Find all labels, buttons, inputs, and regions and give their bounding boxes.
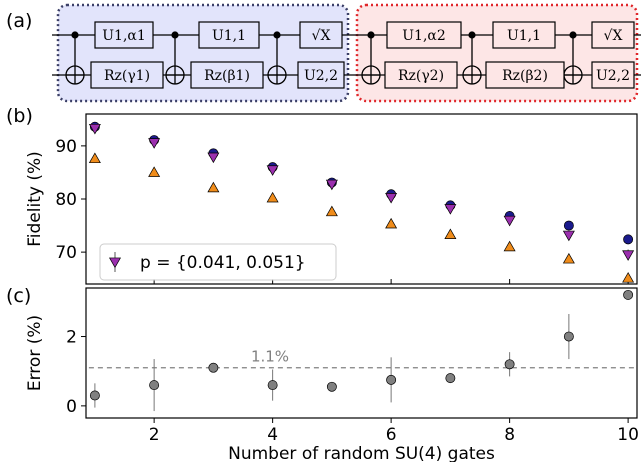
gate-bottom-1-3-box [297,61,345,89]
x-axis-label: Number of random SU(4) gates [228,444,495,462]
data-point-b-series2 [622,272,635,283]
gate-top-1-3-label: √X [312,28,331,44]
data-point-c [563,331,574,342]
y-tick-label-c: 2 [66,328,77,348]
y-tick-label-b: 90 [55,137,77,157]
data-point-b-series2 [207,181,220,193]
data-point-b-series0 [623,234,634,245]
gate-top-2-2-box [492,21,556,49]
gate-bottom-1-2-box [190,61,264,89]
data-point-c [89,390,100,401]
data-point-b-series1 [88,123,101,135]
x-tick-label-c: 2 [149,425,160,445]
data-point-b-series2 [385,217,398,229]
fidelity-plot: 70 80 90 Fidelity (%) p = {0.041, 0.051} [25,113,638,285]
x-tick-label-c: 8 [504,425,515,445]
data-point-c [326,381,337,392]
data-point-b-series2 [325,205,338,217]
data-point-c [149,380,160,391]
gate-top-2-1-box [386,21,462,49]
gate-top-1-2-box [198,21,260,49]
data-point-b-series2 [444,228,457,239]
gate-bottom-1-3-label: U2,2 [304,68,338,84]
circuit-diagram: U1,α1 U1,1 √X Rz(γ1) Rz(β1) U2,2 U1,α2 U1,1 √X Rz… [52,3,641,103]
gate-bottom-1-2-label: Rz(β1) [204,68,250,84]
cnot-control-dot [468,31,476,39]
plot-frame-c [85,287,638,419]
x-tick-label-c: 10 [617,425,639,445]
legend-label: p = {0.041, 0.051} [140,253,306,273]
y-axis-label-c: Error (%) [25,315,45,391]
gate-bottom-1-1-box [90,61,164,89]
data-point-b-series1 [562,230,575,242]
data-point-c [386,374,397,385]
y-tick-label-b: 80 [55,190,77,210]
gate-bottom-2-2-label: Rz(β2) [502,68,548,84]
data-point-b-series1 [325,179,338,191]
cnot-control-dot [569,31,577,39]
gate-bottom-2-3-label: U2,2 [596,68,630,84]
data-point-b-series1 [444,204,457,215]
cnot-control-dot [71,31,79,39]
data-point-b-series2 [88,152,101,164]
gate-bottom-2-1-label: Rz(γ2) [398,68,444,84]
gate-top-2-3-box [591,21,635,49]
gate-bottom-2-2-box [485,61,565,89]
gate-top-2-2-label: U1,1 [507,28,541,44]
gate-top-2-1-label: U1,α2 [402,28,446,44]
gate-top-1-1-box [94,21,154,49]
y-axis-label-b: Fidelity (%) [25,151,45,247]
gate-top-1-2-label: U1,1 [212,28,246,44]
data-point-b-series1 [207,152,220,164]
data-point-c [623,289,634,300]
gate-bottom-1-1-label: Rz(γ1) [104,68,150,84]
cnot-control-dot [273,31,281,39]
cnot-control-dot [171,31,179,39]
data-point-c [267,380,278,391]
gate-bottom-2-3-box [591,61,635,89]
data-point-c [208,362,219,373]
panel-label-c: (c) [6,285,31,307]
legend-marker [108,257,122,269]
data-point-b-series1 [622,250,635,261]
data-point-b-series2 [562,252,575,264]
error-plot: 0 2 2 4 6 8 10 Error (%) Number of random SU(4) … [25,287,639,462]
data-point-b-series1 [385,193,398,204]
data-point-c [504,359,515,370]
data-point-b-series2 [148,166,161,177]
data-point-b-series0 [563,220,574,231]
legend-box [99,243,337,281]
gate-top-1-1-label: U1,α1 [102,28,146,44]
cnot-control-dot [367,31,375,39]
x-tick-label-c: 4 [267,425,278,445]
data-point-b-series1 [266,165,279,176]
gate-top-1-3-box [299,21,343,49]
panel-label-a: (a) [6,10,32,32]
gate-top-2-3-label: √X [604,28,623,44]
reference-line-label: 1.1% [251,348,289,366]
data-point-c [445,373,456,384]
data-point-b-series2 [266,191,279,203]
gate-bottom-2-1-box [384,61,458,89]
data-point-b-series1 [148,138,161,149]
panel-label-b: (b) [6,105,33,127]
data-point-b-series2 [503,240,516,252]
data-point-b-series1 [503,215,516,227]
y-tick-label-c: 0 [66,397,77,417]
x-tick-label-c: 6 [386,425,397,445]
y-tick-label-b: 70 [55,243,77,263]
